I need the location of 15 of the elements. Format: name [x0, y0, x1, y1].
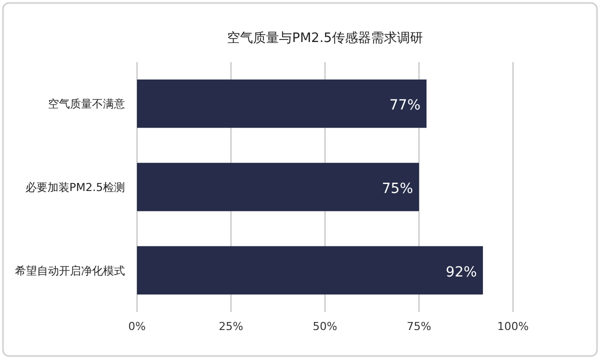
- x-tick-label: 0%: [128, 320, 146, 333]
- data-label: 75%: [382, 181, 413, 197]
- x-tick-label: 25%: [218, 320, 244, 333]
- bar: [137, 246, 483, 294]
- x-tick-label: 50%: [312, 320, 338, 333]
- data-label: 92%: [446, 264, 477, 280]
- y-tick-label: 希望自动开启净化模式: [15, 264, 125, 278]
- data-label: 77%: [389, 98, 421, 114]
- bar: [137, 80, 427, 128]
- x-tick-label: 75%: [406, 320, 432, 333]
- bar: [137, 162, 419, 212]
- y-tick-label: 必要加装PM2.5检测: [25, 181, 125, 194]
- y-tick-label: 空气质量不满意: [48, 98, 125, 111]
- chart-title: 空气质量与PM2.5传感器需求调研: [227, 31, 423, 46]
- x-tick-label: 100%: [497, 320, 529, 333]
